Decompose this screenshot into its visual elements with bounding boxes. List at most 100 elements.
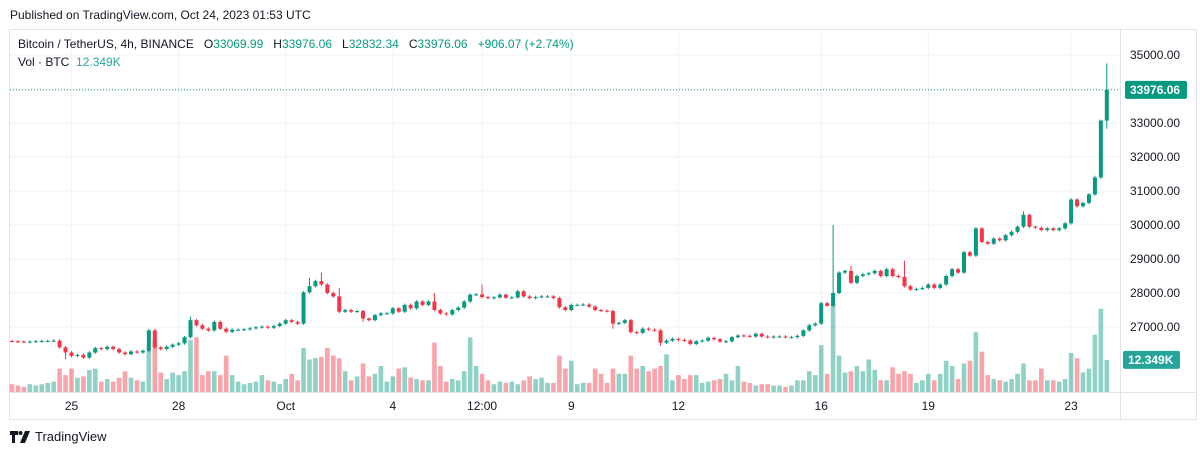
volume-bar [503,382,509,392]
candle [860,272,865,278]
candle-body [271,325,276,328]
candle-body [21,341,26,343]
candle [1033,225,1038,230]
candle-body [462,301,467,308]
volume-bar [1009,379,1014,392]
candle-body [283,320,288,324]
price-tick-label: 28000.00 [1130,286,1180,300]
candle-body [801,330,806,336]
volume-bar [711,380,717,392]
candle [831,225,836,308]
candle [396,306,401,314]
candle [57,339,62,349]
candle-body [789,337,794,339]
volume-bar [140,381,146,392]
candle-body [664,340,669,343]
candle [176,341,181,347]
volume-bar [354,376,360,392]
candle [533,295,538,300]
candle-body [325,284,330,293]
volume-bar [444,381,449,392]
volume-bar [1104,359,1110,392]
volume-bar [366,376,372,392]
candle-body [164,346,169,350]
volume-bar [545,382,550,392]
candle [331,291,336,298]
candle-body [854,276,859,283]
volume-bar [15,385,21,392]
candle-body [51,340,56,342]
candle [1075,198,1080,208]
volume-value: 12.349K [76,55,121,69]
candle-body [75,354,80,356]
volume-bar [563,368,568,392]
volume-bar [408,377,413,392]
candle [236,328,241,332]
candle-body [973,228,978,256]
candle [456,306,461,312]
candle-body [81,354,86,358]
candle-body [158,347,163,350]
candle [599,308,604,313]
volume-bar [634,368,640,392]
candle-body [527,296,532,299]
candle-body [700,340,705,342]
candle [581,303,586,307]
high-label: H [273,37,282,51]
candle-body [206,328,211,331]
open-label: O [203,37,214,51]
candle-body [795,335,800,338]
candle [872,269,877,275]
volume-bar [336,358,342,392]
volume-bar [307,359,312,392]
symbol-label[interactable]: Bitcoin / TetherUS, 4h, BINANCE [18,37,194,51]
candle-body [831,293,836,306]
volume-bar [551,382,556,392]
volume-bar [402,367,407,392]
candle-body [605,310,609,312]
candle [21,340,26,344]
candle-body [1045,228,1050,231]
volume-bar [116,377,122,392]
volume-bar [771,385,776,392]
candle [212,320,217,332]
candle-body [426,301,431,305]
candle [259,325,264,329]
volume-bar [283,379,288,392]
candle [902,260,907,288]
candle-body [349,310,354,312]
volume-bar [949,366,955,392]
candle [111,345,116,351]
candle-body [170,344,175,347]
candle-body [890,269,895,276]
volume-bar [830,303,836,392]
volume-bar [664,354,669,392]
candle-body [301,292,306,324]
volume-bar [682,379,687,392]
candle [15,339,20,343]
time-tick-label: 4 [389,399,396,413]
candle [319,272,324,286]
volume-bar [943,360,949,392]
candle-body [367,318,371,321]
volume-bar [473,366,479,392]
volume-bar [45,382,50,392]
candle-body [486,297,490,299]
candle-body [872,270,877,274]
volume-bar [985,375,991,392]
candle [301,290,306,325]
close-label: C [408,37,418,51]
close-value: 33976.06 [417,37,468,51]
candle-body [587,304,592,307]
volume-bar [646,371,651,392]
volume-bar [569,360,574,392]
candle-body [248,328,252,330]
footer-brand[interactable]: TradingView [10,429,107,444]
volume-bar [604,382,610,392]
candle [63,346,68,360]
candle-body [878,270,883,276]
candle-body [825,303,830,306]
candle [938,283,943,290]
candle [569,303,574,312]
